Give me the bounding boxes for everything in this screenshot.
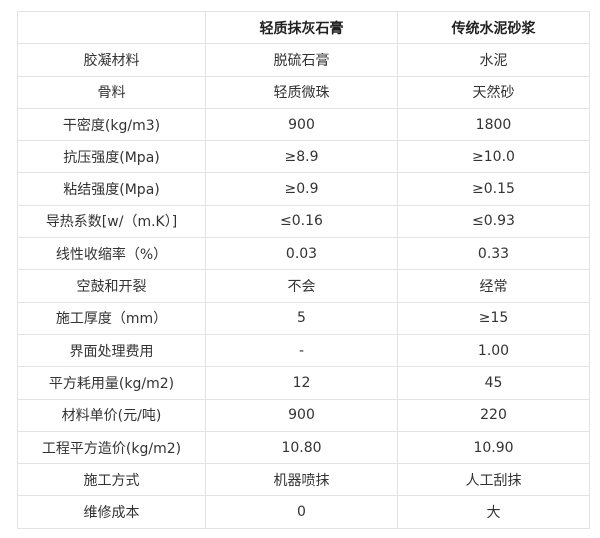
table-row: 胶凝材料 脱硫石膏 水泥 <box>17 43 590 77</box>
table-row: 抗压强度(Mpa) ≥8.9 ≥10.0 <box>17 140 590 174</box>
cement-value-cell: 10.90 <box>397 430 590 465</box>
row-label-cell: 抗压强度(Mpa) <box>17 140 206 174</box>
header-cell-cement: 传统水泥砂浆 <box>397 10 590 45</box>
header-cell-empty <box>17 10 206 45</box>
gypsum-value-cell: 机器喷抹 <box>205 463 398 497</box>
cement-value-cell: 1.00 <box>397 333 590 368</box>
row-label-cell: 粘结强度(Mpa) <box>17 172 206 206</box>
table-row: 线性收缩率（%） 0.03 0.33 <box>17 237 590 271</box>
cement-value-cell: ≥10.0 <box>397 140 590 174</box>
row-label-cell: 导热系数[w/（m.K）] <box>17 204 206 239</box>
gypsum-value-cell: 不会 <box>205 269 398 303</box>
gypsum-value-cell: 12 <box>205 366 398 400</box>
gypsum-value-cell: - <box>205 333 398 368</box>
cement-value-cell: 经常 <box>397 269 590 303</box>
table-row: 施工方式 机器喷抹 人工刮抹 <box>17 463 590 497</box>
row-label-cell: 界面处理费用 <box>17 333 206 368</box>
row-label-cell: 施工方式 <box>17 463 206 497</box>
cement-value-cell: ≥0.15 <box>397 172 590 206</box>
gypsum-value-cell: 900 <box>205 398 398 432</box>
row-label-cell: 线性收缩率（%） <box>17 237 206 271</box>
cement-value-cell: ≤0.93 <box>397 204 590 239</box>
row-label-cell: 平方耗用量(kg/m2) <box>17 366 206 400</box>
cement-value-cell: 0.33 <box>397 237 590 271</box>
gypsum-value-cell: 脱硫石膏 <box>205 43 398 77</box>
table-row: 平方耗用量(kg/m2) 12 45 <box>17 366 590 400</box>
row-label-cell: 干密度(kg/m3) <box>17 107 206 142</box>
row-label-cell: 材料单价(元/吨) <box>17 398 206 432</box>
gypsum-value-cell: 10.80 <box>205 430 398 465</box>
comparison-table: 轻质抹灰石膏 传统水泥砂浆 胶凝材料 脱硫石膏 水泥 骨料 轻质微珠 天然砂 干密度(kg/… <box>17 10 590 529</box>
cement-value-cell: 水泥 <box>397 43 590 77</box>
gypsum-value-cell: 轻质微珠 <box>205 75 398 109</box>
gypsum-value-cell: 900 <box>205 107 398 142</box>
gypsum-value-cell: 0.03 <box>205 237 398 271</box>
header-row: 轻质抹灰石膏 传统水泥砂浆 <box>17 10 590 45</box>
cement-value-cell: 人工刮抹 <box>397 463 590 497</box>
gypsum-value-cell: 0 <box>205 495 398 529</box>
table-row: 界面处理费用 -1.00 <box>17 333 590 368</box>
table-row: 施工厚度（mm） 5 ≥15 <box>17 301 590 335</box>
table-row: 骨料 轻质微珠 天然砂 <box>17 75 590 109</box>
table-row: 材料单价(元/吨) 900 220 <box>17 398 590 432</box>
gypsum-value-cell: ≤0.16 <box>205 204 398 239</box>
gypsum-value-cell: 5 <box>205 301 398 335</box>
cement-value-cell: 天然砂 <box>397 75 590 109</box>
header-cell-gypsum: 轻质抹灰石膏 <box>205 10 398 45</box>
row-label-cell: 胶凝材料 <box>17 43 206 77</box>
cement-value-cell: 1800 <box>397 107 590 142</box>
table-row: 干密度(kg/m3) 900 1800 <box>17 107 590 142</box>
row-label-cell: 维修成本 <box>17 495 206 529</box>
cement-value-cell: 大 <box>397 495 590 529</box>
table-row: 维修成本 0 大 <box>17 495 590 529</box>
row-label-cell: 骨料 <box>17 75 206 109</box>
row-label-cell: 空鼓和开裂 <box>17 269 206 303</box>
cement-value-cell: 45 <box>397 366 590 400</box>
gypsum-value-cell: ≥0.9 <box>205 172 398 206</box>
cement-value-cell: ≥15 <box>397 301 590 335</box>
cement-value-cell: 220 <box>397 398 590 432</box>
table-row: 粘结强度(Mpa) ≥0.9 ≥0.15 <box>17 172 590 206</box>
gypsum-value-cell: ≥8.9 <box>205 140 398 174</box>
table-row: 导热系数[w/（m.K）] ≤0.16 ≤0.93 <box>17 204 590 239</box>
row-label-cell: 施工厚度（mm） <box>17 301 206 335</box>
table-row: 空鼓和开裂 不会 经常 <box>17 269 590 303</box>
table-row: 工程平方造价(kg/m2) 10.80 10.90 <box>17 430 590 465</box>
row-label-cell: 工程平方造价(kg/m2) <box>17 430 206 465</box>
